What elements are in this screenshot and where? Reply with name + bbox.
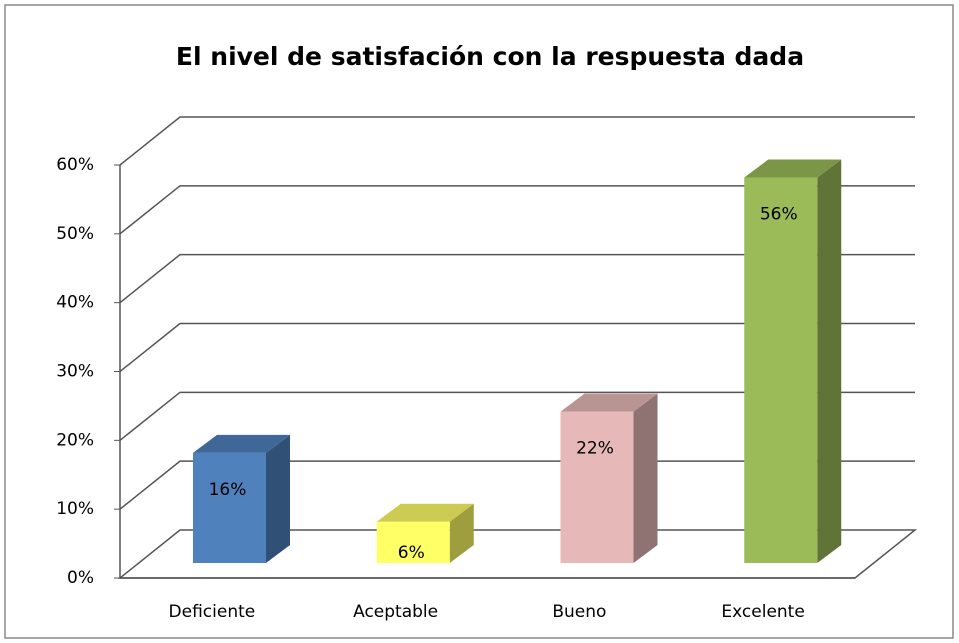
bar-front (193, 452, 266, 563)
bar-side (266, 434, 290, 563)
bar (376, 503, 474, 563)
bar-front (560, 411, 634, 563)
bar-top (193, 434, 290, 453)
grid-line (119, 391, 915, 441)
y-tick-label: 0% (67, 568, 94, 588)
bar-front (376, 521, 450, 563)
grid-line (119, 116, 915, 166)
bar-side (817, 159, 842, 564)
bar (744, 159, 842, 564)
y-tick-label: 40% (56, 293, 94, 313)
bar-side (633, 393, 658, 563)
bar-top (376, 503, 474, 522)
value-label: 16% (209, 480, 247, 500)
bar-side (449, 503, 474, 563)
x-tick-label: Aceptable (353, 602, 438, 622)
value-label: 6% (398, 543, 425, 563)
x-tick-label: Bueno (552, 602, 606, 622)
grid-line (119, 460, 915, 510)
y-tick-label: 10% (56, 499, 94, 519)
grid-line (119, 185, 915, 235)
x-tick-label: Deficiente (169, 602, 256, 622)
y-tick-label: 50% (56, 224, 94, 244)
y-tick-label: 20% (56, 430, 94, 450)
bar-front (744, 177, 818, 564)
bar (560, 393, 658, 563)
y-tick-label: 30% (56, 362, 94, 382)
value-label: 22% (576, 439, 614, 459)
bar (193, 434, 290, 563)
y-tick-label: 60% (56, 155, 94, 175)
grid-line (119, 253, 915, 304)
chart-title: El nivel de satisfación con la respuesta… (176, 42, 804, 71)
bar-top (560, 393, 658, 412)
x-tick-label: Excelente (721, 602, 804, 622)
value-label: 56% (760, 205, 798, 225)
grid-line (119, 322, 915, 373)
bar-top (744, 159, 842, 178)
